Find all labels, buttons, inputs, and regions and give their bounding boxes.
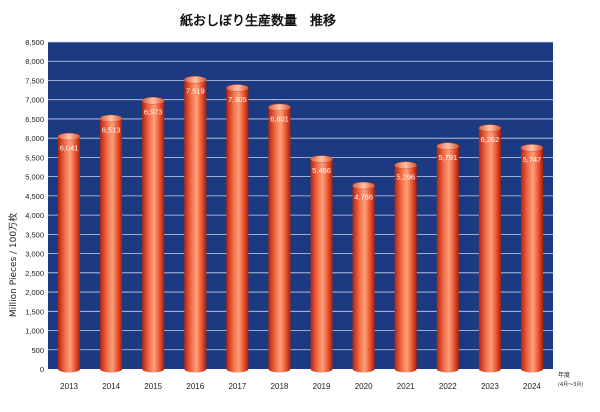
bar [100,118,123,373]
bar [226,87,249,373]
bar-top [57,132,81,141]
x-tick-label: 2019 [313,382,331,391]
x-tick-label: 2014 [102,382,120,391]
gridlines [48,41,553,351]
data-label: 6,041 [60,144,79,153]
bar [310,159,333,373]
data-label: 5,747 [523,155,542,164]
y-tick-label: 6,500 [25,115,44,124]
bar-top [394,161,417,169]
bar [520,147,543,373]
data-label: 7,519 [186,87,205,96]
y-tick-label: 7,000 [25,96,44,105]
x-axis-ticks: 2013 2014 2015 2016 2017 2018 2019 2020 2021 2022… [60,382,541,391]
bar [142,100,165,373]
y-tick-label: 2,500 [25,269,44,278]
data-label: 6,973 [144,108,163,117]
x-tick-label: 2013 [60,382,78,391]
x-tick-label: 2020 [355,382,373,391]
bar-top [184,76,207,84]
data-label: 4,766 [354,193,373,202]
x-axis-label: 年度 [558,371,570,379]
bar-top [99,114,123,123]
x-tick-label: 2021 [397,382,415,391]
y-tick-label: 5,000 [25,173,44,182]
bar-top [226,84,249,92]
data-label: 6,513 [102,125,121,134]
y-tick-label: 3,500 [25,230,44,239]
y-tick-label: 7,500 [25,76,44,85]
y-tick-label: 0 [40,365,44,374]
plot-area [48,42,553,369]
bar [184,79,207,373]
x-axis-label-sub: (4月～3月) [558,382,583,388]
y-tick-label: 4,500 [25,192,44,201]
data-label: 6,262 [480,135,499,144]
data-label: 5,791 [438,153,457,162]
data-label: 7,305 [228,95,247,104]
bar-top [520,144,544,152]
y-tick-label: 6,000 [25,134,44,143]
chart-title: 紙おしぼり生産数量 推移 [180,13,336,29]
bar-top [142,97,165,105]
y-tick-label: 3,000 [25,250,44,259]
bar-top [436,142,459,150]
bar-top [268,103,291,112]
y-tick-label: 2,000 [25,288,44,297]
data-label: 6,801 [270,114,289,123]
bar-top [310,155,333,163]
y-tick-label: 500 [31,346,44,355]
y-tick-label: 1,500 [25,307,44,316]
bar [268,107,291,373]
y-tick-label: 1,000 [25,327,44,336]
bar-top [478,124,502,132]
x-tick-label: 2016 [186,382,204,391]
y-tick-label: 8,500 [25,38,44,47]
bar-top [352,181,375,190]
bar [58,136,81,373]
bar [352,185,375,373]
x-tick-label: 2018 [271,382,289,391]
y-tick-label: 4,000 [25,211,44,220]
bar [436,146,459,373]
x-tick-label: 2024 [523,382,541,391]
bar [394,165,417,373]
y-axis-ticks: 0 500 1,000 1,500 2,000 2,500 3,000 3,500 4,000 4… [25,38,44,374]
bars: 6,041 6,513 6,973 7,519 7,305 6,801 5,456 4,766… [57,76,544,373]
data-label: 5,456 [312,166,331,175]
data-label: 5,296 [396,172,415,181]
y-tick-label: 8,000 [25,57,44,66]
y-tick-label: 5,500 [25,153,44,162]
bar [478,128,501,373]
x-tick-label: 2015 [144,382,162,391]
y-axis-label: Million Pieces / 100万枚 [7,213,19,317]
x-tick-label: 2022 [439,382,457,391]
x-tick-label: 2017 [228,382,246,391]
x-tick-label: 2023 [481,382,499,391]
